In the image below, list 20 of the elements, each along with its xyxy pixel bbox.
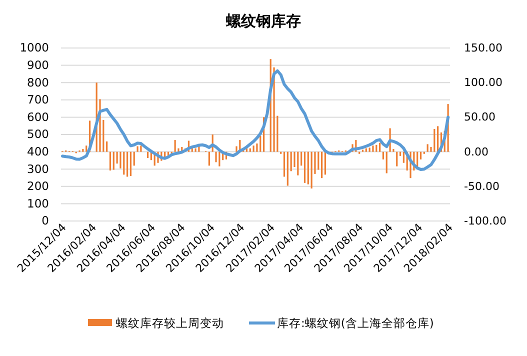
y2-tick-label: 100.00 — [464, 76, 502, 90]
y2-tick-label: -100.00 — [464, 214, 506, 228]
y-tick-label: 200 — [27, 179, 49, 194]
y-tick-label: 700 — [27, 92, 49, 107]
y-tick-label: 1000 — [20, 40, 49, 55]
legend-label: 螺纹库存较上周变动 — [116, 316, 224, 330]
y-tick-label: 900 — [27, 58, 49, 72]
y-tick-label: 400 — [27, 144, 49, 158]
y2-tick-label: 0.00 — [464, 145, 488, 158]
y-tick-label: 800 — [27, 75, 49, 90]
y-tick-label: 0 — [42, 214, 49, 228]
y2-tick-label: 50.00 — [464, 110, 496, 124]
chart-title: 螺纹钢库存 — [225, 12, 301, 30]
y-tick-label: 600 — [27, 110, 49, 124]
y2-tick-label: 150.00 — [464, 42, 502, 55]
y-tick-label: 100 — [27, 196, 49, 210]
legend-label: 库存:螺纹钢(含上海全部仓库) — [277, 316, 434, 330]
y-tick-label: 300 — [27, 162, 49, 176]
y2-tick-label: -50.00 — [464, 180, 500, 193]
y-tick-label: 500 — [27, 127, 49, 142]
